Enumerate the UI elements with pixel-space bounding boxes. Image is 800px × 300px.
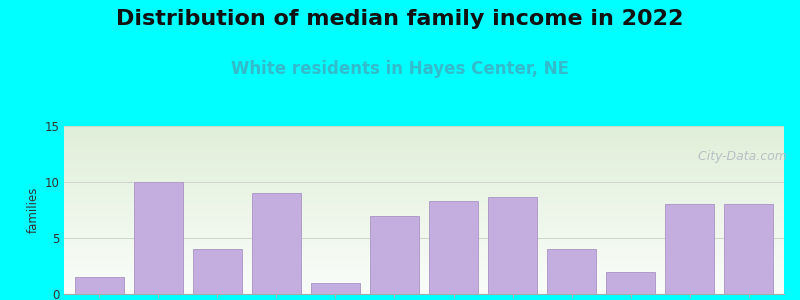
Text: City-Data.com: City-Data.com xyxy=(690,150,787,163)
Y-axis label: families: families xyxy=(27,187,40,233)
Bar xyxy=(488,196,537,294)
Bar xyxy=(370,216,418,294)
Text: Distribution of median family income in 2022: Distribution of median family income in … xyxy=(116,9,684,29)
Bar xyxy=(606,272,654,294)
Bar xyxy=(252,193,301,294)
Bar xyxy=(311,283,360,294)
Bar xyxy=(75,277,124,294)
Bar xyxy=(547,249,596,294)
Bar xyxy=(194,249,242,294)
Text: White residents in Hayes Center, NE: White residents in Hayes Center, NE xyxy=(231,60,569,78)
Bar xyxy=(430,201,478,294)
Bar xyxy=(666,204,714,294)
Bar xyxy=(724,204,773,294)
Bar xyxy=(134,182,182,294)
